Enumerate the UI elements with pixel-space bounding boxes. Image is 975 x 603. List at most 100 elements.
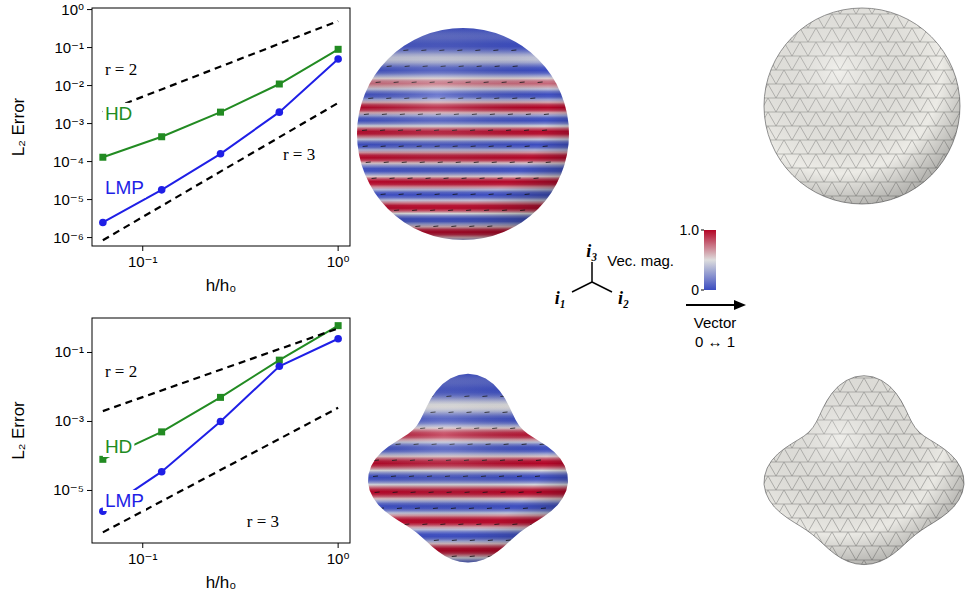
y-tick-label: 10⁻⁵	[53, 191, 84, 208]
marker	[217, 418, 225, 426]
chart: 10⁻¹10⁰10⁻⁶10⁻⁵10⁻⁴10⁻³10⁻²10⁻¹10⁰HDLMPr…	[9, 1, 350, 295]
series-label: LMP	[105, 177, 144, 198]
triad-label: i₃	[586, 241, 597, 261]
series-line	[103, 103, 338, 240]
y-axis-title: L₂ Error	[9, 97, 28, 156]
series-line	[103, 408, 338, 533]
y-tick	[87, 47, 92, 48]
vector-glyph	[413, 412, 418, 414]
colorbar-tick-label: 0	[691, 282, 699, 298]
vector-glyph	[378, 444, 383, 446]
x-tick-label: 10⁻¹	[128, 253, 158, 270]
y-tick	[87, 352, 92, 353]
series-label: r = 2	[105, 362, 137, 381]
y-tick-label: 10⁻⁵	[53, 481, 84, 498]
x-tick-label: 10⁰	[327, 253, 350, 270]
label-patch	[103, 436, 134, 457]
marker	[335, 46, 342, 53]
vector-glyph	[386, 524, 391, 526]
marker	[217, 109, 224, 116]
marker	[276, 80, 283, 87]
label-patch	[103, 362, 139, 381]
triad-axis	[572, 282, 592, 292]
colorbar-tick-label: 1.0	[680, 222, 700, 238]
y-tick	[87, 9, 92, 10]
y-tick	[87, 490, 92, 491]
mesh-sphere	[764, 8, 960, 204]
arrow-label: Vector	[694, 314, 737, 331]
plot-data	[99, 21, 342, 240]
series-line	[103, 339, 338, 511]
sphere-shade	[357, 28, 569, 240]
vector-glyph	[416, 556, 421, 558]
mesh-deformed	[764, 376, 964, 565]
marker	[217, 394, 224, 401]
y-tick	[87, 199, 92, 200]
plot-frame	[92, 8, 350, 246]
series-label: r = 3	[283, 145, 315, 164]
x-tick-label: 10⁻¹	[128, 550, 158, 567]
marker	[158, 428, 165, 435]
y-tick-label: 10⁻³	[54, 412, 84, 429]
y-tick-label: 10⁻¹	[54, 39, 84, 56]
marker	[158, 133, 165, 140]
chart: 10⁻¹10⁰10⁻⁵10⁻³10⁻¹HDLMPr = 2r = 3h/h₀L₂…	[9, 318, 350, 592]
series-label: r = 2	[105, 60, 137, 79]
arrow-shaft	[686, 304, 736, 306]
deformed-shade	[368, 374, 568, 563]
sphere	[357, 28, 569, 240]
axes-triad: i₁ i₂ i₃	[555, 241, 630, 308]
triad-label: i₁	[555, 288, 566, 308]
transition-arrow: Vector 0 ↔ 1	[686, 300, 746, 350]
vector-glyph	[410, 396, 415, 398]
series-label: LMP	[105, 490, 144, 511]
vector-glyph	[398, 540, 403, 542]
x-tick	[142, 543, 143, 548]
marker	[335, 322, 342, 329]
marker	[276, 108, 284, 116]
label-patch	[103, 103, 134, 124]
x-axis-title: h/h₀	[206, 573, 237, 592]
y-tick	[87, 85, 92, 86]
plot-data	[99, 322, 342, 532]
marker	[217, 150, 225, 158]
arrow-caption: 0 ↔ 1	[695, 333, 735, 350]
y-tick-label: 10⁻¹	[54, 343, 84, 360]
y-tick-label: 10⁻⁶	[53, 229, 84, 246]
triad-axis	[592, 282, 612, 292]
sphere-shade	[764, 8, 960, 204]
vector-glyph	[524, 540, 529, 542]
y-tick	[87, 161, 92, 162]
illustrations	[357, 8, 964, 565]
series-line	[103, 328, 338, 411]
vector-glyph	[384, 428, 389, 430]
y-tick-label: 10⁻³	[54, 115, 84, 132]
marker	[158, 468, 166, 476]
mesh-deformed-lines	[764, 376, 964, 565]
arrow-head	[734, 300, 746, 310]
series-line	[103, 326, 338, 460]
y-tick-label: 10⁻²	[54, 77, 84, 94]
triad-axis	[591, 262, 593, 282]
label-patch	[103, 60, 139, 79]
x-tick-label: 10⁰	[327, 550, 350, 567]
figure: 10⁻¹10⁰10⁻⁶10⁻⁵10⁻⁴10⁻³10⁻²10⁻¹10⁰HDLMPr…	[0, 0, 975, 603]
vector-glyph	[416, 540, 421, 542]
y-tick	[87, 237, 92, 238]
colorbar-bar	[704, 230, 716, 290]
label-patch	[281, 145, 317, 164]
vector-glyph	[395, 412, 400, 414]
triad-label: i₂	[618, 288, 629, 308]
vector-glyph	[434, 556, 439, 558]
deformed-shade	[764, 376, 964, 565]
background	[0, 0, 975, 603]
vector-glyph	[506, 556, 511, 558]
y-tick	[87, 123, 92, 124]
marker	[334, 55, 342, 63]
marker	[158, 186, 166, 194]
label-patch	[245, 512, 281, 531]
colorbar-label: Vec. mag.	[607, 252, 674, 269]
x-tick	[338, 543, 339, 548]
y-tick-label: 10⁻⁴	[53, 153, 84, 170]
x-tick	[338, 246, 339, 251]
